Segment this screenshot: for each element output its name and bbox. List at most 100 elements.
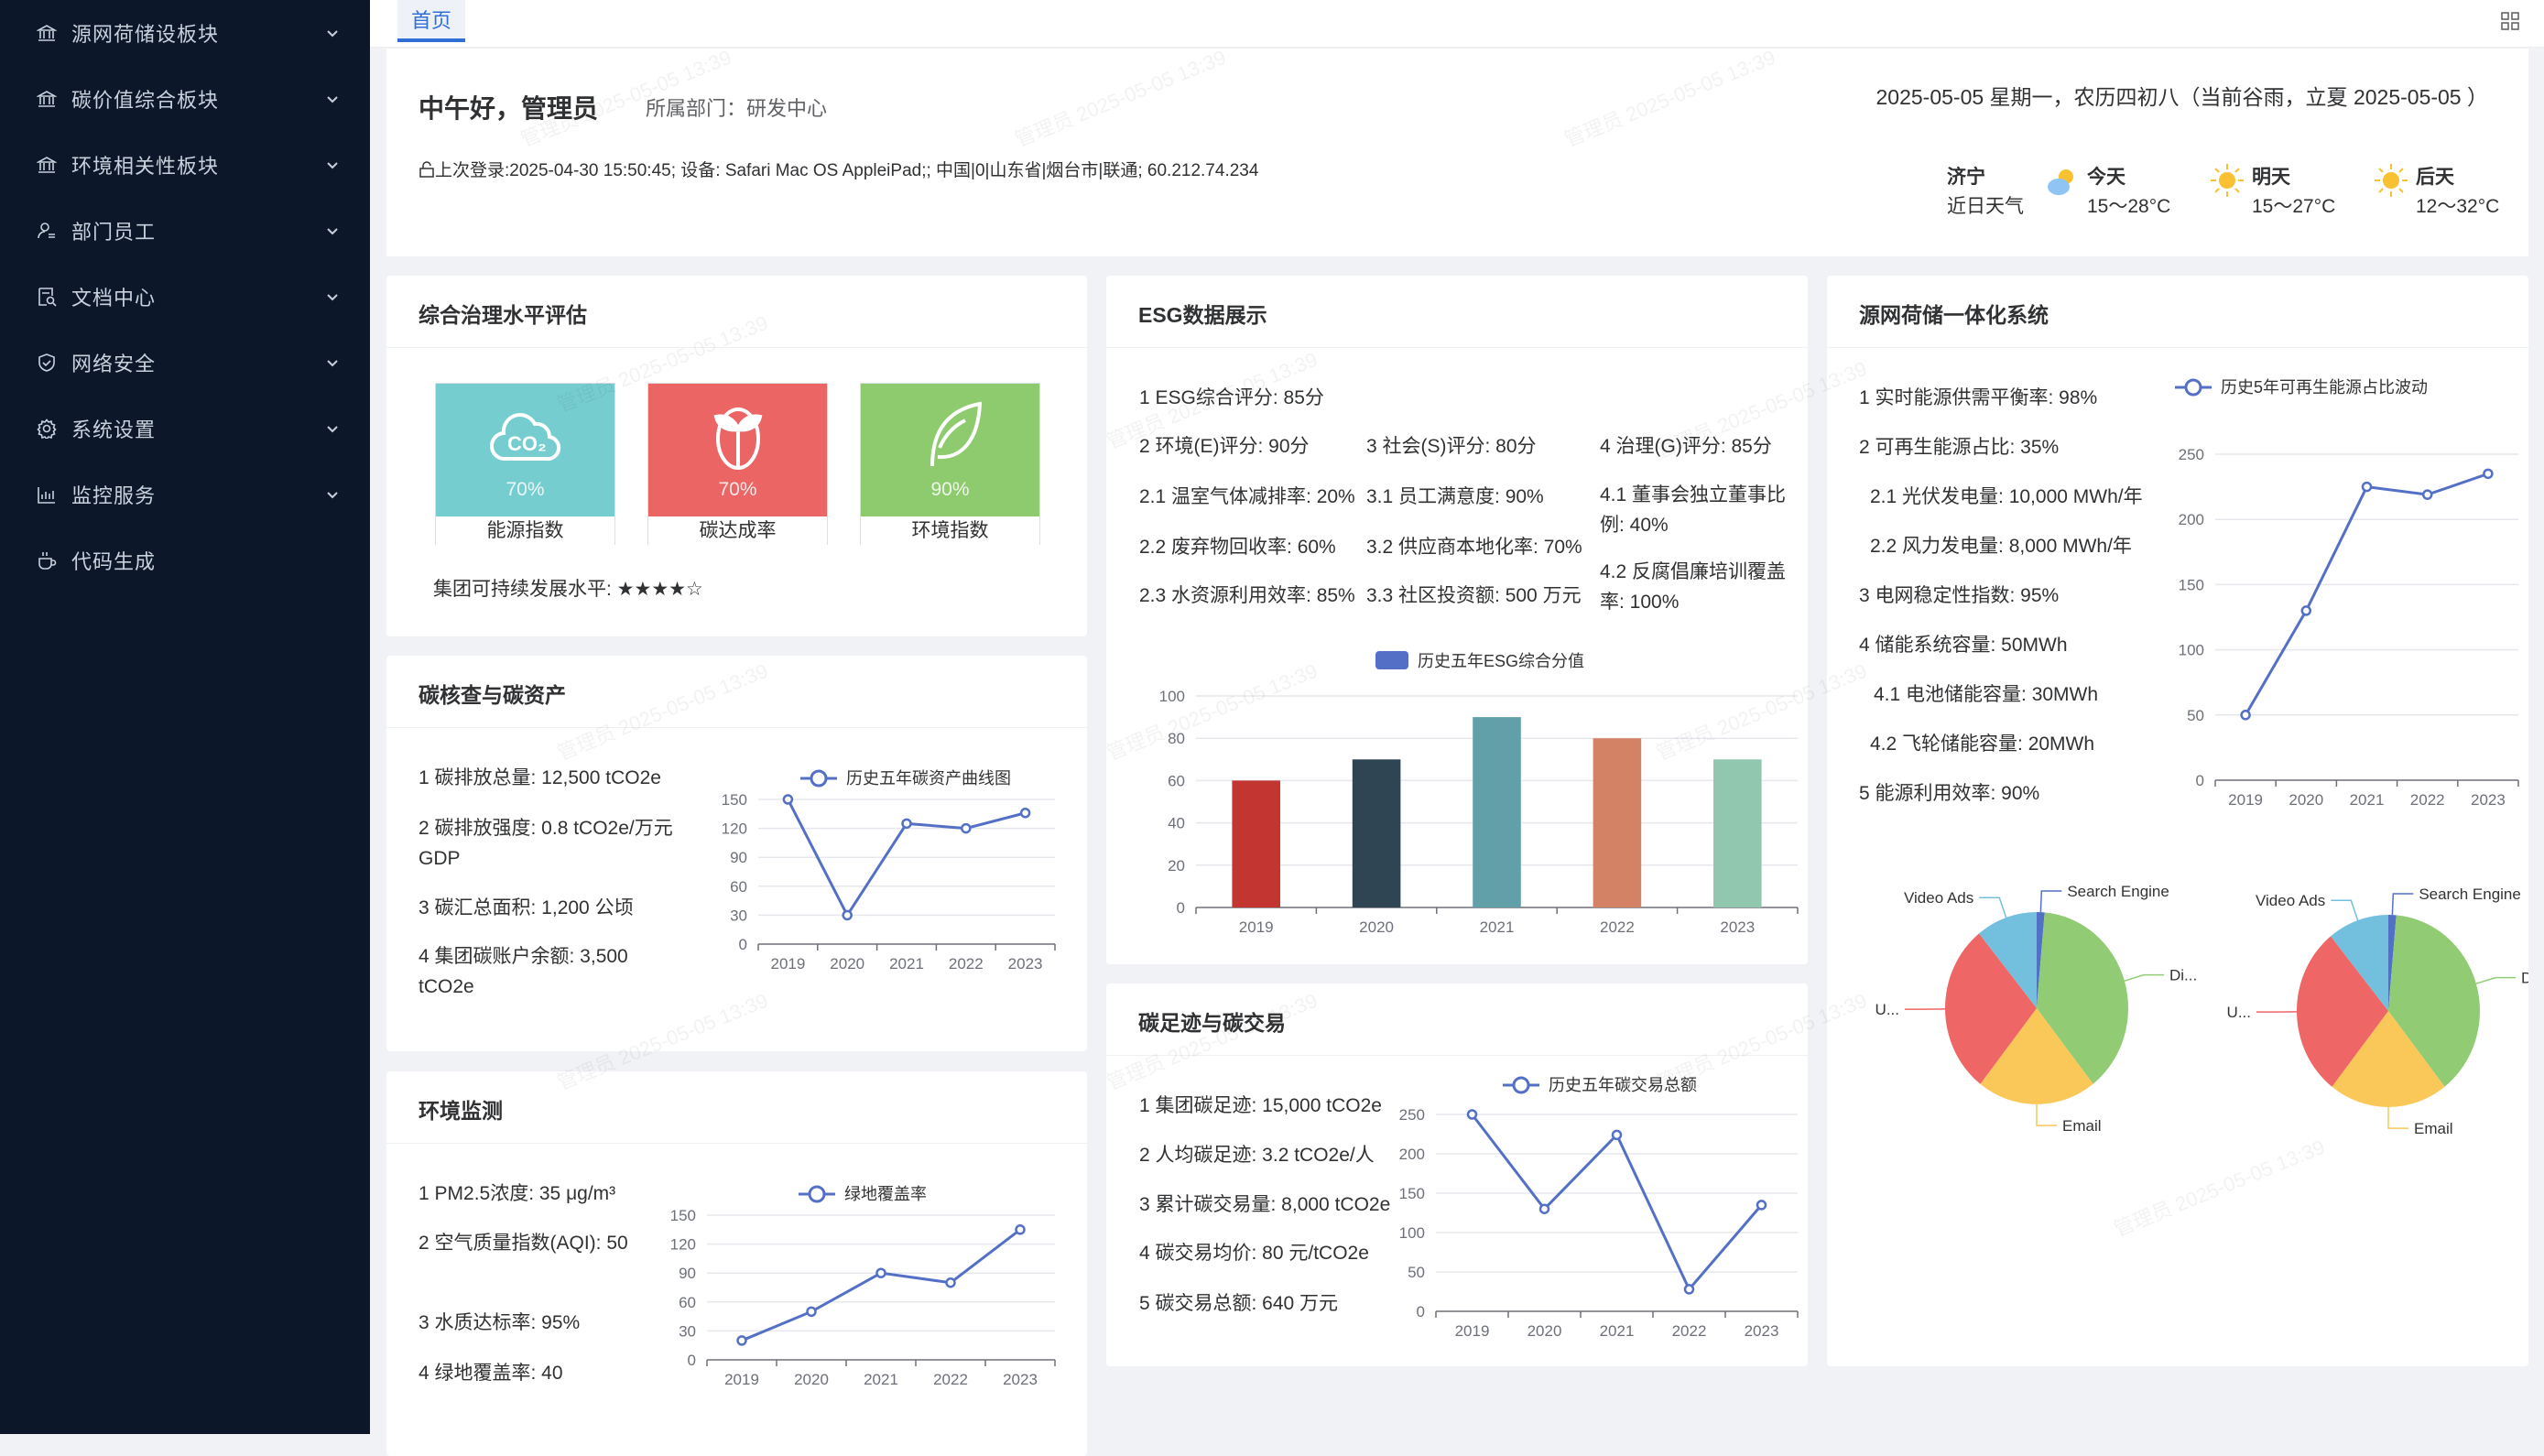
y-tick-label: 0	[739, 936, 747, 953]
sidebar-item-documents[interactable]: 文档中心	[0, 264, 370, 330]
y-tick-label: 250	[1399, 1106, 1425, 1124]
tile-energy-index[interactable]: CO₂ 70% 能源指数	[435, 383, 615, 545]
lock-icon	[419, 160, 435, 179]
sidebar-item-staff[interactable]: 部门员工	[0, 198, 370, 264]
list-item: 2 人均碳足迹: 3.2 tCO2e/人	[1139, 1140, 1375, 1170]
bar	[1713, 759, 1762, 907]
sidebar-item-security[interactable]: 网络安全	[0, 330, 370, 396]
x-tick-label: 2019	[724, 1371, 759, 1388]
pie-label-line	[1979, 897, 2006, 918]
chevron-down-icon[interactable]	[325, 158, 340, 172]
data-point	[2363, 483, 2371, 491]
x-tick-label: 2021	[889, 955, 924, 972]
x-tick-label: 2022	[1672, 1322, 1707, 1340]
pie-slice	[1945, 933, 2037, 1083]
pie-label: Email	[2062, 1117, 2102, 1135]
esg-item: 4.2 反腐倡廉培训覆盖率: 100%	[1600, 557, 1803, 617]
series-line	[742, 1230, 1020, 1341]
pie-label: Di...	[2169, 967, 2197, 984]
last-login-info: 上次登录:2025-04-30 15:50:45; 设备: Safari Mac…	[435, 157, 1258, 181]
sidebar-item-label: 源网荷储设板块	[71, 18, 219, 48]
x-tick-label: 2020	[1527, 1322, 1562, 1340]
chevron-down-icon[interactable]	[325, 223, 340, 238]
x-tick-label: 2023	[1008, 955, 1043, 972]
tile-value: 70%	[648, 479, 827, 501]
x-tick-label: 2021	[2350, 791, 2385, 809]
weather-day-label: 后天	[2416, 162, 2454, 190]
pie-label: Search Engine	[2419, 886, 2521, 903]
footprint-card: 碳足迹与碳交易 1 集团碳足迹: 15,000 tCO2e 2 人均碳足迹: 3…	[1106, 983, 1808, 1366]
partly-cloudy-icon	[2044, 164, 2081, 201]
tab-home[interactable]: 首页	[397, 0, 465, 42]
x-tick-label: 2020	[794, 1371, 829, 1388]
esg-overall: 1 ESG综合评分: 85分	[1139, 383, 1324, 413]
pie-slice	[2332, 1011, 2444, 1107]
environment-card: 环境监测 1 PM2.5浓度: 35 μg/m³ 2 空气质量指数(AQI): …	[386, 1071, 1087, 1456]
list-item: 2 可再生能源占比: 35%	[1859, 432, 2059, 462]
pie-slice	[2297, 936, 2388, 1086]
divider	[386, 727, 1087, 728]
legend-marker	[2186, 380, 2201, 395]
y-tick-label: 90	[730, 849, 747, 866]
tile-carbon-rate[interactable]: 70% 碳达成率	[647, 383, 828, 545]
data-point	[2423, 491, 2431, 499]
shield-icon	[37, 353, 57, 373]
list-item: 4 集团碳账户余额: 3,500 tCO2e	[419, 941, 657, 1002]
weather-day-label: 明天	[2252, 162, 2290, 190]
list-item: 2 空气质量指数(AQI): 50	[419, 1228, 629, 1258]
list-item: 3 碳汇总面积: 1,200 公顷	[419, 893, 634, 923]
tile-environment-index[interactable]: 90% 环境指数	[860, 383, 1040, 545]
y-tick-label: 50	[2187, 707, 2204, 724]
divider	[1827, 347, 2528, 348]
sidebar-item-label: 网络安全	[71, 348, 156, 377]
list-item: 3 电网稳定性指数: 95%	[1859, 581, 2059, 611]
user-icon	[37, 221, 57, 241]
pie-label-line	[2388, 1107, 2408, 1128]
chevron-down-icon[interactable]	[325, 421, 340, 436]
legend-marker	[811, 771, 826, 786]
sidebar-item-environment[interactable]: 环境相关性板块	[0, 132, 370, 198]
co2-cloud-icon: CO₂	[489, 393, 562, 475]
pie-label: Di..	[2521, 970, 2528, 987]
list-item: 4.1 电池储能容量: 30MWh	[1874, 679, 2098, 710]
chevron-down-icon[interactable]	[325, 487, 340, 502]
tile-name: 碳达成率	[648, 516, 827, 545]
tile-name: 环境指数	[861, 516, 1039, 545]
tab-bar: 首页	[370, 0, 2544, 48]
pie-label: U...	[2227, 1004, 2251, 1021]
weather-day-label: 今天	[2087, 162, 2125, 190]
sidebar-item-settings[interactable]: 系统设置	[0, 396, 370, 462]
y-tick-label: 100	[1399, 1224, 1425, 1242]
x-tick-label: 2021	[1480, 918, 1515, 936]
pie-label: Search Engine	[2067, 883, 2169, 900]
sidebar: 源网荷储设板块 碳价值综合板块 环境相关性板块 部门员工 文档中心 网络安全 系…	[0, 0, 370, 1434]
data-point	[903, 820, 911, 828]
sidebar-item-carbon-value[interactable]: 碳价值综合板块	[0, 66, 370, 132]
divider	[386, 347, 1087, 348]
chevron-down-icon[interactable]	[325, 92, 340, 106]
sidebar-item-codegen[interactable]: 代码生成	[0, 527, 370, 593]
pie-slice	[2331, 915, 2388, 1011]
chevron-down-icon[interactable]	[325, 289, 340, 304]
list-item: 4.2 飞轮储能容量: 20MWh	[1870, 729, 2094, 759]
document-search-icon	[37, 287, 57, 307]
grid-icon[interactable]	[2500, 11, 2520, 31]
list-item: 1 集团碳足迹: 15,000 tCO2e	[1139, 1091, 1382, 1121]
chevron-down-icon[interactable]	[325, 26, 340, 40]
list-item: 4 绿地覆盖率: 40	[419, 1358, 563, 1388]
sidebar-item-source-grid[interactable]: 源网荷储设板块	[0, 0, 370, 66]
data-point	[2484, 470, 2492, 478]
chevron-down-icon[interactable]	[325, 355, 340, 370]
data-point	[877, 1269, 886, 1277]
pie-slice	[1980, 1008, 2093, 1104]
y-tick-label: 150	[1399, 1185, 1425, 1202]
data-point	[1685, 1285, 1693, 1293]
esg-item: 4.1 董事会独立董事比例: 40%	[1600, 480, 1803, 540]
sidebar-item-monitoring[interactable]: 监控服务	[0, 462, 370, 527]
x-tick-label: 2021	[1600, 1322, 1635, 1340]
pie-label-line	[2037, 1104, 2057, 1125]
pie-label: Video Ads	[1904, 889, 1973, 907]
y-tick-label: 250	[2179, 446, 2204, 463]
